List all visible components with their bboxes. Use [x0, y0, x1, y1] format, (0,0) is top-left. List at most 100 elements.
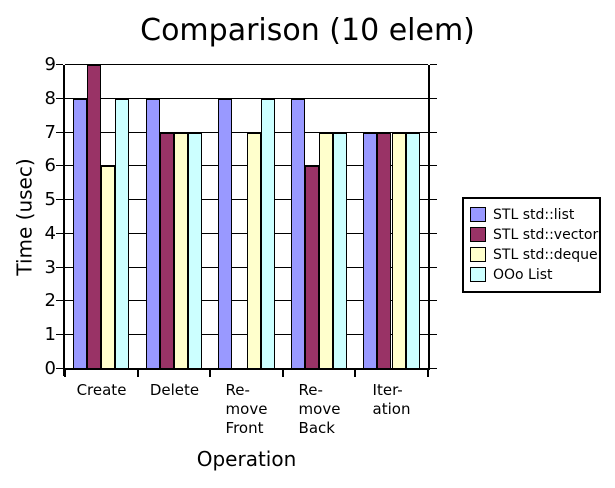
bar-remove-back-4	[333, 133, 347, 369]
x-axis-line	[63, 368, 430, 370]
legend-item: STL std::deque	[470, 245, 598, 264]
y-tick	[56, 334, 63, 335]
x-category-label-line: ation	[372, 400, 411, 418]
y-tick	[56, 98, 63, 99]
y-tick	[430, 233, 437, 234]
y-tick	[430, 165, 437, 166]
bar-remove-back-2	[305, 166, 319, 369]
bar-delete-2	[160, 133, 174, 369]
bar-create-1	[73, 99, 87, 369]
y-tick	[56, 233, 63, 234]
x-category-label: Delete	[138, 381, 211, 441]
legend-swatch	[470, 207, 486, 222]
y-tick	[430, 199, 437, 200]
x-category-label-line: move	[225, 400, 268, 418]
x-axis-title: Operation	[196, 447, 297, 471]
x-category-label: Iter-ation	[355, 381, 428, 441]
y-tick-label: 0	[44, 358, 56, 379]
x-category-label-line: Delete	[149, 381, 200, 399]
y-tick	[430, 300, 437, 301]
x-tick	[137, 370, 139, 377]
x-tick	[354, 370, 356, 377]
y-tick-label: 4	[44, 223, 56, 244]
gridline	[65, 132, 428, 133]
y-tick	[56, 132, 63, 133]
gridline	[65, 233, 428, 234]
y-tick	[56, 199, 63, 200]
bar-delete-1	[146, 99, 160, 369]
x-category-label-line: Front	[225, 419, 264, 437]
x-tick	[209, 370, 211, 377]
bar-delete-3	[174, 133, 188, 369]
y-tick	[430, 368, 437, 369]
legend-item: STL std::list	[470, 205, 597, 224]
legend-item: STL std::vector	[470, 225, 599, 244]
x-category-label-line: Re-	[225, 381, 250, 399]
x-category-label-text: Create	[77, 381, 127, 400]
y-tick-label: 6	[44, 155, 56, 176]
x-tick	[64, 370, 66, 377]
y-tick-label: 1	[44, 324, 56, 345]
y-tick-label: 2	[44, 290, 56, 311]
legend-label: STL std::deque	[493, 246, 598, 263]
x-category-label-text: Re-move Back	[299, 381, 341, 438]
y-tick	[56, 165, 63, 166]
x-category-label-line: move	[298, 400, 341, 418]
legend-item: OOo List	[470, 265, 597, 284]
plot-right-border	[428, 65, 430, 369]
legend-label: STL std::vector	[493, 226, 599, 243]
legend-label: OOo List	[493, 266, 553, 283]
y-tick	[430, 98, 437, 99]
gridline	[65, 267, 428, 268]
legend-swatch	[470, 227, 486, 242]
x-category-label-text: Re-move Front	[226, 381, 268, 438]
x-category-label-text: Iter-ation	[373, 381, 411, 419]
x-category-label-line: Create	[76, 381, 127, 399]
bar-iteration-3	[392, 133, 406, 369]
chart-title: Comparison (10 elem)	[140, 13, 475, 48]
bar-create-2	[87, 65, 101, 369]
gridline	[65, 334, 428, 335]
y-tick	[56, 368, 63, 369]
y-tick-label: 9	[44, 54, 56, 75]
y-tick	[430, 334, 437, 335]
y-tick-label: 7	[44, 122, 56, 143]
y-tick	[56, 64, 63, 65]
x-category-label-line: Iter-	[372, 381, 403, 399]
x-tick	[427, 370, 429, 377]
gridline	[65, 165, 428, 166]
bar-iteration-1	[363, 133, 377, 369]
bar-iteration-4	[406, 133, 420, 369]
y-axis-line	[63, 65, 65, 376]
y-tick	[430, 267, 437, 268]
bar-remove-front-4	[261, 99, 275, 369]
x-category-label-text: Delete	[150, 381, 199, 400]
bar-create-4	[115, 99, 129, 369]
y-tick	[430, 132, 437, 133]
bar-remove-front-3	[247, 133, 261, 369]
y-tick-label: 3	[44, 257, 56, 278]
legend-label: STL std::list	[493, 206, 575, 223]
gridline	[65, 64, 428, 65]
plot-area	[56, 64, 437, 377]
y-tick	[430, 64, 437, 65]
bar-delete-4	[188, 133, 202, 369]
bar-remove-back-3	[319, 133, 333, 369]
y-tick-label: 5	[44, 189, 56, 210]
bar-remove-front-1	[218, 99, 232, 369]
x-category-label-line: Re-	[298, 381, 323, 399]
x-category-label: Re-move Front	[210, 381, 283, 441]
x-category-label: Create	[65, 381, 138, 441]
y-tick-label: 8	[44, 88, 56, 109]
bar-create-3	[101, 166, 115, 369]
gridline	[65, 300, 428, 301]
legend-swatch	[470, 267, 486, 282]
y-axis-title-wrap: Time (usec)	[8, 65, 42, 369]
y-tick	[56, 267, 63, 268]
legend-swatch	[470, 247, 486, 262]
x-category-label: Re-move Back	[283, 381, 356, 441]
gridline	[65, 199, 428, 200]
bar-remove-back-1	[291, 99, 305, 369]
gridline	[65, 98, 428, 99]
